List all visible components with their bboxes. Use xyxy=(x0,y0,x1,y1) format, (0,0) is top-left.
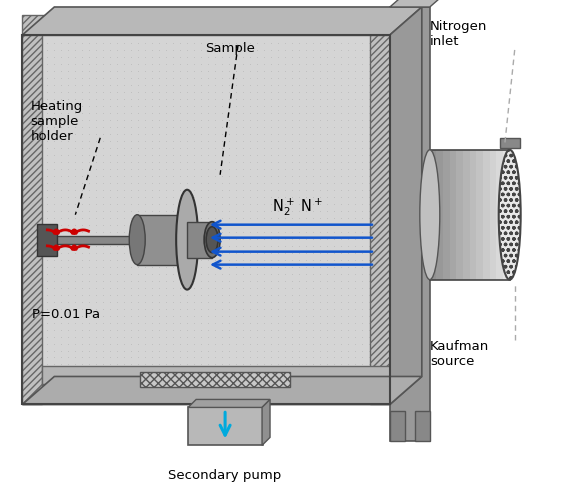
Bar xyxy=(22,35,390,404)
Bar xyxy=(22,15,390,35)
Bar xyxy=(463,150,470,279)
Bar xyxy=(430,150,510,279)
Ellipse shape xyxy=(130,215,145,265)
Polygon shape xyxy=(262,399,270,445)
Text: Secondary pump: Secondary pump xyxy=(168,469,282,482)
Bar xyxy=(496,150,503,279)
Text: Heating
sample
holder: Heating sample holder xyxy=(30,100,83,143)
Bar xyxy=(490,150,497,279)
Text: $\mathrm{N_2^+}$ $\mathrm{N^+}$: $\mathrm{N_2^+}$ $\mathrm{N^+}$ xyxy=(272,196,323,218)
Polygon shape xyxy=(390,0,462,7)
Bar xyxy=(370,35,390,404)
Bar xyxy=(415,412,430,441)
Ellipse shape xyxy=(204,222,220,258)
Ellipse shape xyxy=(206,226,218,253)
Bar xyxy=(503,150,510,279)
Bar xyxy=(42,236,152,243)
Ellipse shape xyxy=(420,150,440,279)
Bar xyxy=(450,150,456,279)
Polygon shape xyxy=(390,7,422,404)
Bar xyxy=(483,150,490,279)
Ellipse shape xyxy=(499,150,521,279)
Bar xyxy=(476,150,483,279)
Text: P=0.01 Pa: P=0.01 Pa xyxy=(32,308,100,321)
Bar xyxy=(38,224,57,256)
Bar xyxy=(500,138,520,148)
Bar xyxy=(140,372,290,387)
Bar xyxy=(42,366,390,384)
Polygon shape xyxy=(188,399,270,407)
Bar xyxy=(390,7,430,441)
Bar xyxy=(456,150,463,279)
Bar xyxy=(470,150,477,279)
Bar xyxy=(187,222,212,258)
Ellipse shape xyxy=(176,190,198,290)
Polygon shape xyxy=(22,377,422,404)
Bar xyxy=(22,35,42,404)
Bar xyxy=(430,150,437,279)
Bar xyxy=(22,384,390,404)
Bar xyxy=(443,150,450,279)
Bar xyxy=(137,215,192,265)
Bar xyxy=(188,407,263,445)
Text: Nitrogen
inlet: Nitrogen inlet xyxy=(430,20,487,48)
Text: Sample: Sample xyxy=(205,42,255,55)
Bar xyxy=(390,412,405,441)
Polygon shape xyxy=(22,7,422,35)
Text: Kaufman
source: Kaufman source xyxy=(430,340,489,367)
Bar xyxy=(430,150,510,279)
Bar xyxy=(436,150,443,279)
Bar xyxy=(42,35,390,384)
